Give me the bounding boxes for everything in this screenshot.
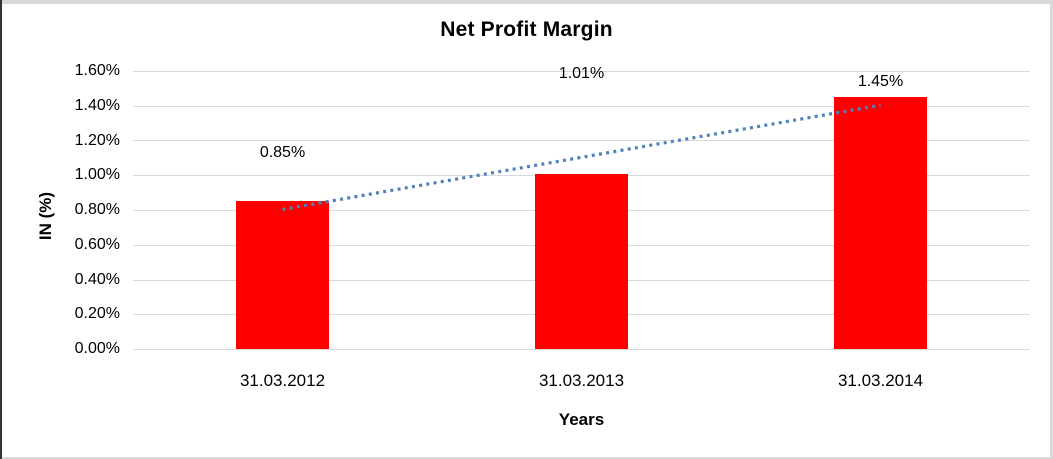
bar-data-label: 0.85% [259, 144, 306, 161]
y-axis-tick-label: 0.80% [74, 201, 120, 218]
frame-edge-bottom [0, 457, 1053, 459]
bar-data-label: 1.45% [857, 73, 904, 90]
y-axis-tick-label: 1.40% [74, 96, 120, 114]
y-axis-tick-label: 0.20% [74, 305, 120, 323]
chart-title: Net Profit Margin [440, 18, 613, 41]
frame-edge-top [0, 0, 1053, 4]
x-axis-title: Years [558, 410, 605, 429]
y-axis-tick-label: 0.00% [74, 340, 120, 357]
bar-data-label: 1.01% [558, 65, 605, 82]
y-axis-tick-label: 1.20% [74, 131, 120, 149]
y-axis-tick-label: 0.60% [74, 235, 120, 253]
x-category-label: 31.03.2013 [538, 371, 625, 390]
x-category-label: 31.03.2012 [239, 371, 326, 390]
y-axis-tick-label: 1.00% [74, 166, 120, 184]
bar [535, 173, 628, 349]
y-axis-tick-label: 1.60% [74, 62, 120, 79]
bar [236, 201, 329, 349]
x-category-label: 31.03.2014 [837, 371, 924, 390]
frame-edge-right [1050, 0, 1053, 459]
y-axis-tick-label: 0.40% [74, 270, 120, 288]
frame-edge-left [0, 0, 2, 459]
bar [834, 97, 927, 349]
